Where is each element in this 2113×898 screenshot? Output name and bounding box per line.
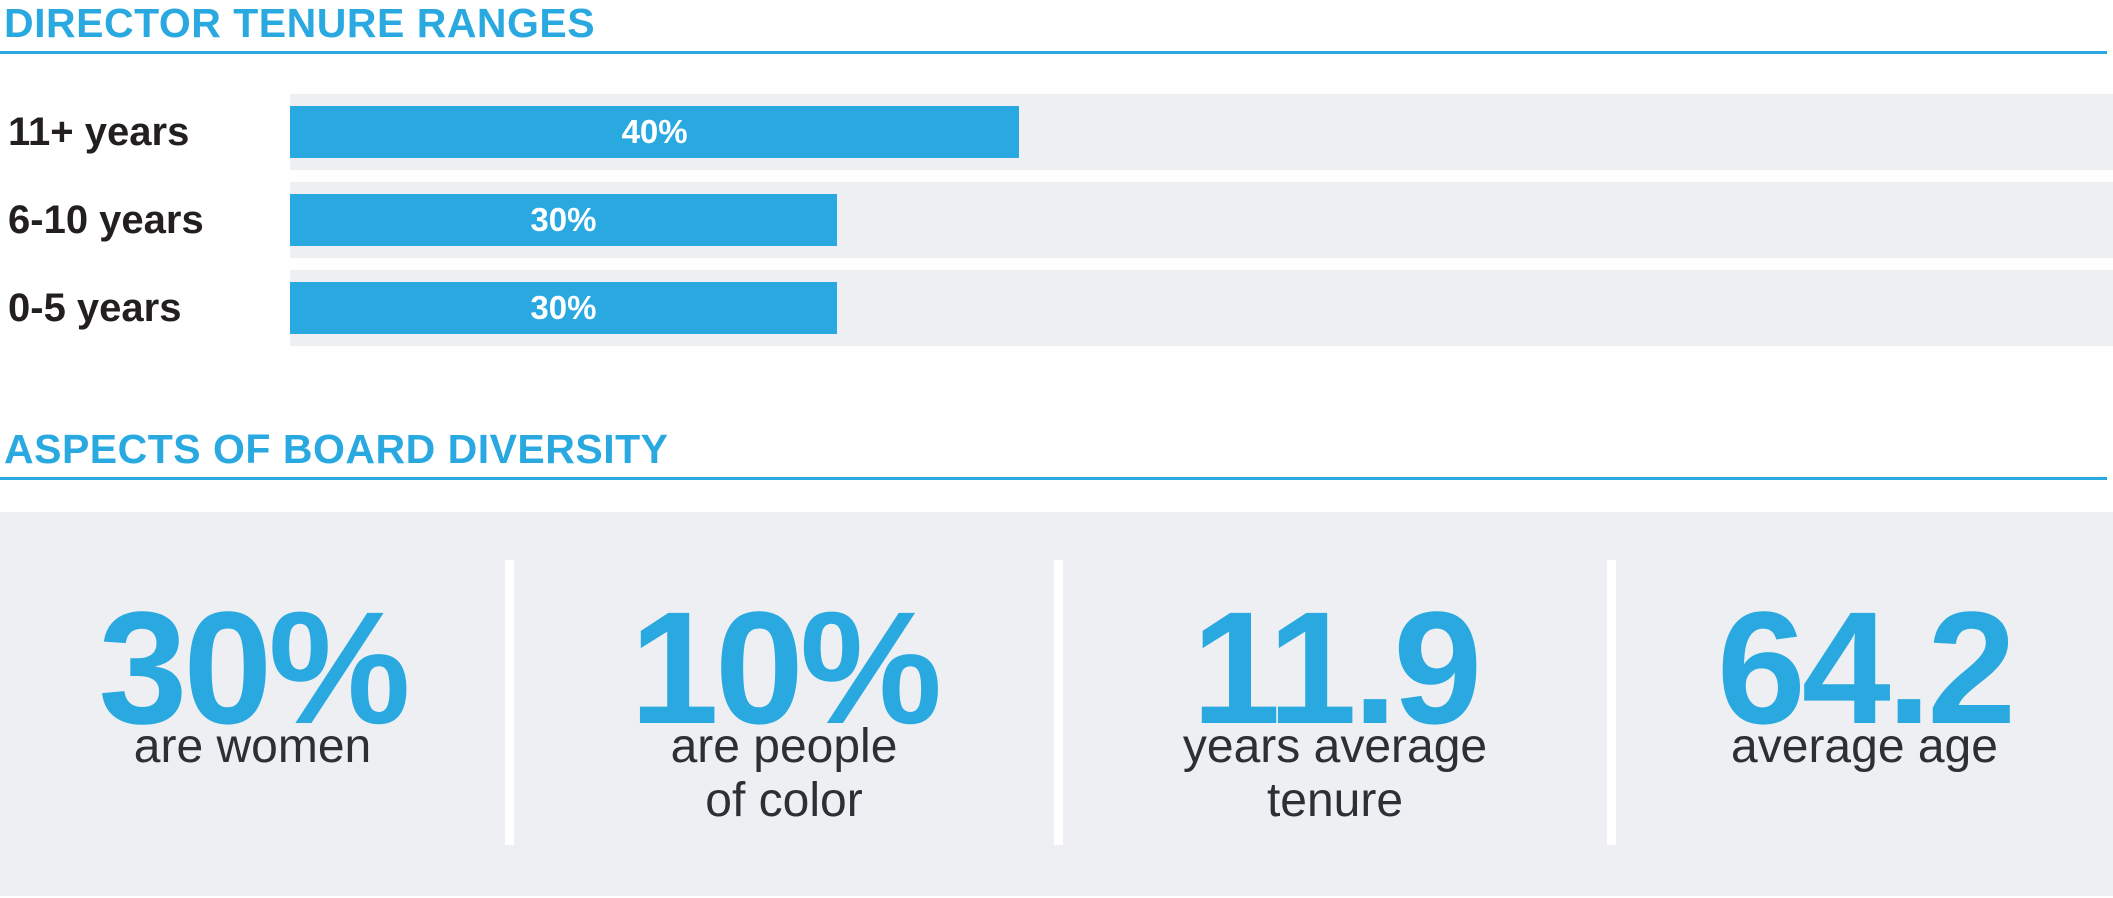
stat-label: are women bbox=[133, 720, 372, 773]
bar-track: 30% bbox=[290, 270, 2113, 346]
stat-label: years average tenure bbox=[1182, 720, 1488, 827]
tenure-bar-chart: 11+ years 40% 6-10 years 30% 0-5 years bbox=[0, 94, 2113, 346]
bar-fill: 40% bbox=[290, 106, 1020, 158]
bar-row: 0-5 years 30% bbox=[0, 270, 2113, 346]
stat-divider bbox=[1054, 560, 1063, 845]
bar-row: 6-10 years 30% bbox=[0, 182, 2113, 258]
diversity-section-title: ASPECTS OF BOARD DIVERSITY bbox=[4, 426, 669, 472]
stat-cell-average-age: 64.2 average age bbox=[1616, 512, 2113, 896]
tenure-section-title: DIRECTOR TENURE RANGES bbox=[4, 0, 596, 46]
bar-value-label: 40% bbox=[621, 113, 688, 150]
stat-cell-people-of-color: 10% are people of color bbox=[514, 512, 1054, 896]
tenure-title-rule bbox=[0, 51, 2107, 54]
bar-track: 30% bbox=[290, 182, 2113, 258]
stat-cell-average-tenure: 11.9 years average tenure bbox=[1063, 512, 1607, 896]
bar-row-label: 6-10 years bbox=[8, 197, 204, 242]
bar-fill: 30% bbox=[290, 194, 837, 246]
stat-label: are people of color bbox=[670, 720, 898, 827]
diversity-title-rule bbox=[0, 477, 2107, 480]
bar-fill: 30% bbox=[290, 282, 837, 334]
tenure-section: DIRECTOR TENURE RANGES 11+ years 40% 6-1… bbox=[0, 0, 2113, 346]
stat-value: 10% bbox=[629, 578, 942, 757]
stat-value: 11.9 bbox=[1191, 578, 1483, 757]
diversity-stats-panel: 30% are women 10% are people of color 11… bbox=[0, 512, 2113, 896]
stat-label: average age bbox=[1731, 720, 1998, 773]
stat-value: 64.2 bbox=[1716, 578, 2016, 757]
bar-track: 40% bbox=[290, 94, 2113, 170]
stat-divider bbox=[505, 560, 514, 845]
bar-row-label: 11+ years bbox=[8, 109, 190, 154]
diversity-section: ASPECTS OF BOARD DIVERSITY 30% are women… bbox=[0, 426, 2113, 896]
bar-row-label: 0-5 years bbox=[8, 285, 182, 330]
bar-value-label: 30% bbox=[530, 201, 597, 238]
bar-value-label: 30% bbox=[530, 289, 597, 326]
stat-divider bbox=[1607, 560, 1616, 845]
bar-row: 11+ years 40% bbox=[0, 94, 2113, 170]
stat-value: 30% bbox=[98, 578, 410, 757]
stat-cell-women: 30% are women bbox=[0, 512, 505, 896]
